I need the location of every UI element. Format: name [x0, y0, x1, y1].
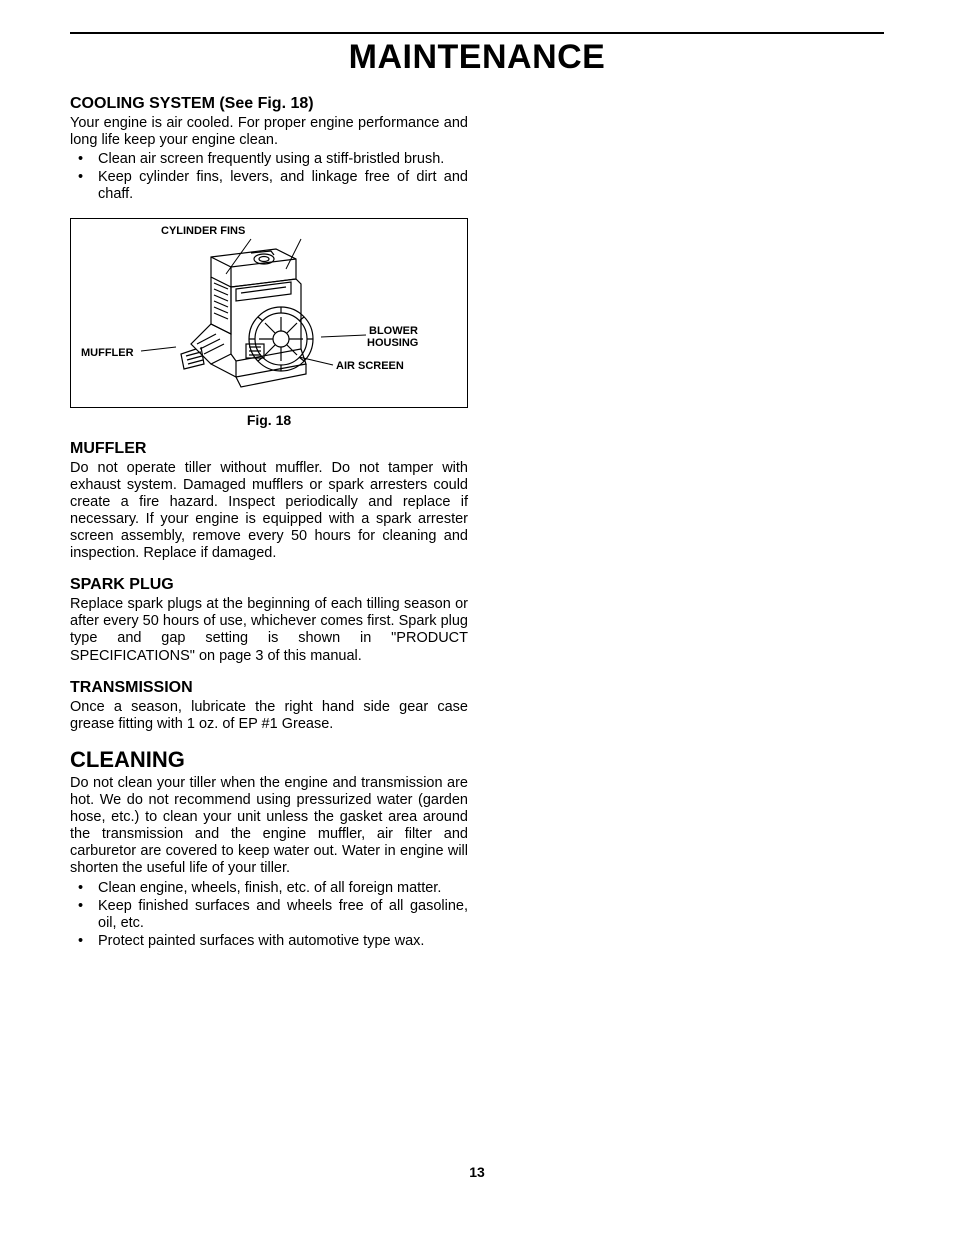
list-item: Protect painted surfaces with automotive…: [70, 933, 468, 950]
muffler-text: Do not operate tiller without muffler. D…: [70, 460, 468, 563]
content-column: COOLING SYSTEM (See Fig. 18) Your engine…: [70, 95, 468, 950]
cleaning-bullets: Clean engine, wheels, finish, etc. of al…: [70, 880, 468, 950]
callout-lines-icon: [71, 219, 467, 407]
page-title: MAINTENANCE: [70, 38, 884, 77]
cooling-system-heading: COOLING SYSTEM (See Fig. 18): [70, 95, 468, 113]
cooling-system-bullets: Clean air screen frequently using a stif…: [70, 151, 468, 203]
top-rule: [70, 32, 884, 34]
list-item: Clean engine, wheels, finish, etc. of al…: [70, 880, 468, 897]
figure-18: CYLINDER FINS MUFFLER BLOWER HOUSING AIR…: [70, 218, 468, 408]
muffler-heading: MUFFLER: [70, 440, 468, 458]
cleaning-heading: CLEANING: [70, 747, 468, 773]
page-number: 13: [0, 1164, 954, 1180]
list-item: Clean air screen frequently using a stif…: [70, 151, 468, 168]
transmission-heading: TRANSMISSION: [70, 679, 468, 697]
cleaning-intro: Do not clean your tiller when the engine…: [70, 775, 468, 878]
spark-plug-heading: SPARK PLUG: [70, 576, 468, 594]
list-item: Keep cylinder fins, levers, and linkage …: [70, 169, 468, 203]
transmission-text: Once a season, lubricate the right hand …: [70, 699, 468, 733]
cooling-system-section: COOLING SYSTEM (See Fig. 18) Your engine…: [70, 95, 468, 204]
cooling-system-intro: Your engine is air cooled. For proper en…: [70, 115, 468, 149]
cleaning-section: CLEANING Do not clean your tiller when t…: [70, 747, 468, 950]
spark-plug-text: Replace spark plugs at the beginning of …: [70, 596, 468, 664]
list-item: Keep finished surfaces and wheels free o…: [70, 898, 468, 932]
figure-caption: Fig. 18: [70, 412, 468, 428]
transmission-section: TRANSMISSION Once a season, lubricate th…: [70, 679, 468, 733]
muffler-section: MUFFLER Do not operate tiller without mu…: [70, 440, 468, 563]
spark-plug-section: SPARK PLUG Replace spark plugs at the be…: [70, 576, 468, 664]
